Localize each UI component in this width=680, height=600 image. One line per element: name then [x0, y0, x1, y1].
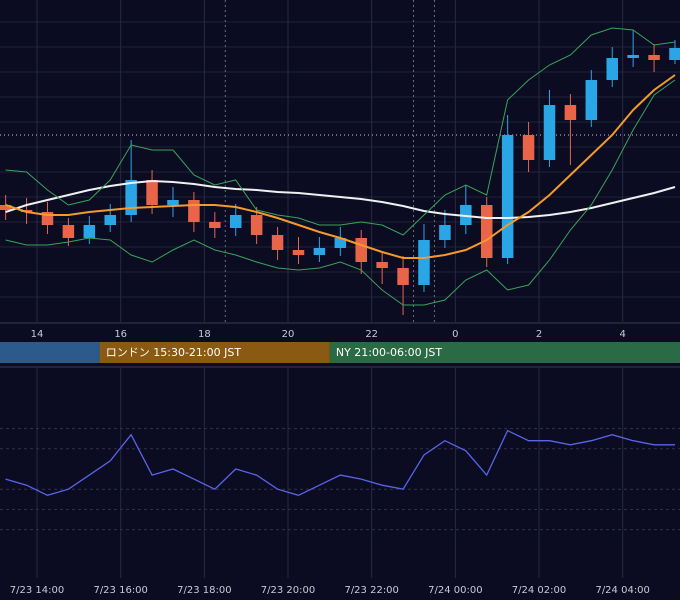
- candle-body: [543, 105, 556, 160]
- candle-body: [376, 262, 388, 268]
- candle-body: [564, 105, 577, 120]
- session-label: ロンドン 15:30-21:00 JST: [106, 346, 242, 359]
- candle-body: [104, 215, 116, 225]
- candle-body: [292, 250, 305, 255]
- x-tick-label: 7/24 04:00: [595, 585, 649, 596]
- session-band: [0, 342, 100, 363]
- candle-body: [669, 48, 680, 60]
- overlay-line: [5, 79, 676, 306]
- candle-body: [146, 180, 158, 205]
- x-tick-label: 20: [282, 329, 295, 340]
- x-tick-label: 7/23 14:00: [10, 585, 64, 596]
- x-tick-label: 7/23 16:00: [93, 585, 147, 596]
- x-tick-label: 16: [114, 329, 127, 340]
- candle-body: [606, 58, 618, 80]
- candle-body: [0, 205, 12, 210]
- candle-body: [334, 238, 347, 248]
- x-tick-label: 14: [31, 329, 44, 340]
- x-tick-label: 0: [452, 329, 458, 340]
- overlay-line: [5, 179, 676, 219]
- candle-body: [62, 225, 75, 238]
- x-tick-label: 22: [365, 329, 378, 340]
- x-tick-label: 7/23 22:00: [344, 585, 398, 596]
- x-tick-label: 7/23 20:00: [261, 585, 315, 596]
- session-band: [329, 342, 680, 363]
- session-label: NY 21:00-06:00 JST: [336, 346, 443, 359]
- candle-body: [167, 200, 179, 205]
- candle-body: [418, 240, 430, 285]
- candle-body: [313, 248, 326, 255]
- x-tick-label: 2: [536, 329, 542, 340]
- x-tick-label: 7/24 02:00: [512, 585, 566, 596]
- candle-body: [229, 215, 242, 228]
- candle-body: [627, 55, 639, 58]
- candle-body: [83, 225, 96, 238]
- rsi-line: [5, 429, 675, 496]
- x-tick-label: 7/24 00:00: [428, 585, 482, 596]
- overlay-line: [5, 74, 676, 259]
- candle-body: [585, 80, 598, 120]
- candle-body: [41, 212, 54, 225]
- x-tick-label: 18: [198, 329, 211, 340]
- x-tick-label: 7/23 18:00: [177, 585, 231, 596]
- candle-body: [271, 235, 284, 250]
- overlay-line: [5, 27, 676, 236]
- candle-body: [439, 225, 451, 240]
- candle-body: [648, 55, 660, 60]
- candle-body: [250, 215, 263, 235]
- x-tick-label: 4: [620, 329, 626, 340]
- candle-body: [209, 222, 221, 228]
- candle-body: [355, 238, 367, 262]
- candle-body: [188, 200, 200, 222]
- session-band: [99, 342, 330, 363]
- candle-body: [501, 135, 514, 258]
- candle-body: [125, 180, 137, 215]
- candle-body: [397, 268, 409, 285]
- candle-body: [480, 205, 493, 258]
- candle-body: [522, 135, 535, 160]
